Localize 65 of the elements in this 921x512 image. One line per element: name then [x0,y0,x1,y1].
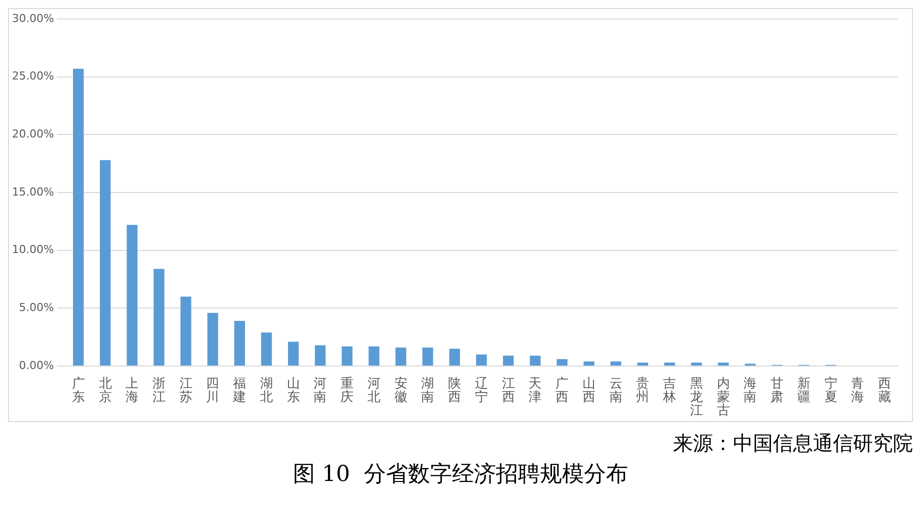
x-tick-label: 天津 [528,376,542,405]
x-tick-label: 山西 [582,376,596,405]
bar [288,342,299,366]
x-tick-label: 北京 [98,376,112,405]
x-tick-label: 海南 [744,376,757,405]
bar [154,268,164,366]
bar [207,312,218,366]
y-tick-label: 10.00% [12,243,54,256]
bar [449,348,460,366]
x-tick-label: 内蒙古 [716,376,730,419]
x-tick-label: 重庆 [340,376,354,405]
text: 图 10 分省数字经济招聘规模分布 [292,461,629,489]
bar [476,354,487,366]
bar [314,345,326,366]
x-tick-label: 浙江 [152,376,166,405]
bar [180,296,192,366]
bar [718,362,729,366]
bar [342,346,352,366]
bar [234,320,245,366]
x-tick-label: 河南 [314,376,327,405]
bar [610,361,622,366]
bar [126,224,138,366]
x-tick-label: 四川 [206,376,220,405]
x-tick-label: 云南 [609,376,622,405]
x-tick-label: 湖南 [421,376,434,405]
x-tick-label: 福建 [232,376,246,405]
x-tick-label: 安徽 [394,375,408,405]
bar [556,359,568,366]
y-tick-label: 0.00% [18,358,54,372]
bar [637,362,648,366]
bar [664,362,675,366]
x-tick-label: 黑龙江 [690,376,703,419]
bar [502,356,514,366]
bar [395,348,406,366]
bar [530,356,541,366]
bar [584,361,594,366]
y-tick-label: 5.00% [18,301,54,314]
bar [691,362,702,366]
x-tick-label: 青海 [851,376,864,405]
x-tick-label: 贵州 [636,376,650,405]
x-tick-label: 陕西 [448,376,462,405]
x-tick-label: 吉林 [662,376,676,405]
x-tick-label: 江西 [502,376,515,405]
x-tick-label: 广西 [556,376,569,405]
x-tick-label: 山东 [286,376,300,405]
x-tick-label: 宁夏 [824,375,838,405]
bar [261,332,272,366]
source-note: 来源：中国信息通信研究院 [672,430,913,457]
x-tick-label: 西藏 [878,376,892,405]
bar [422,348,434,366]
x-tick-label: 甘肃 [770,376,784,405]
y-tick-label: 25.00% [12,70,54,83]
y-tick-label: 30.00% [12,12,54,25]
y-tick-label: 15.00% [12,185,54,198]
x-tick-label: 湖北 [260,376,273,405]
x-tick-label: 新疆 [797,376,810,405]
y-tick-label: 20.00% [12,128,54,141]
x-tick-label: 广东 [72,376,85,405]
bar [73,68,84,366]
bar [100,160,111,366]
bar [368,346,380,366]
x-tick-label: 河北 [367,376,380,405]
x-tick-label: 江苏 [179,376,192,405]
x-tick-label: 上海 [126,376,139,405]
x-tick-label: 辽宁 [474,376,488,405]
